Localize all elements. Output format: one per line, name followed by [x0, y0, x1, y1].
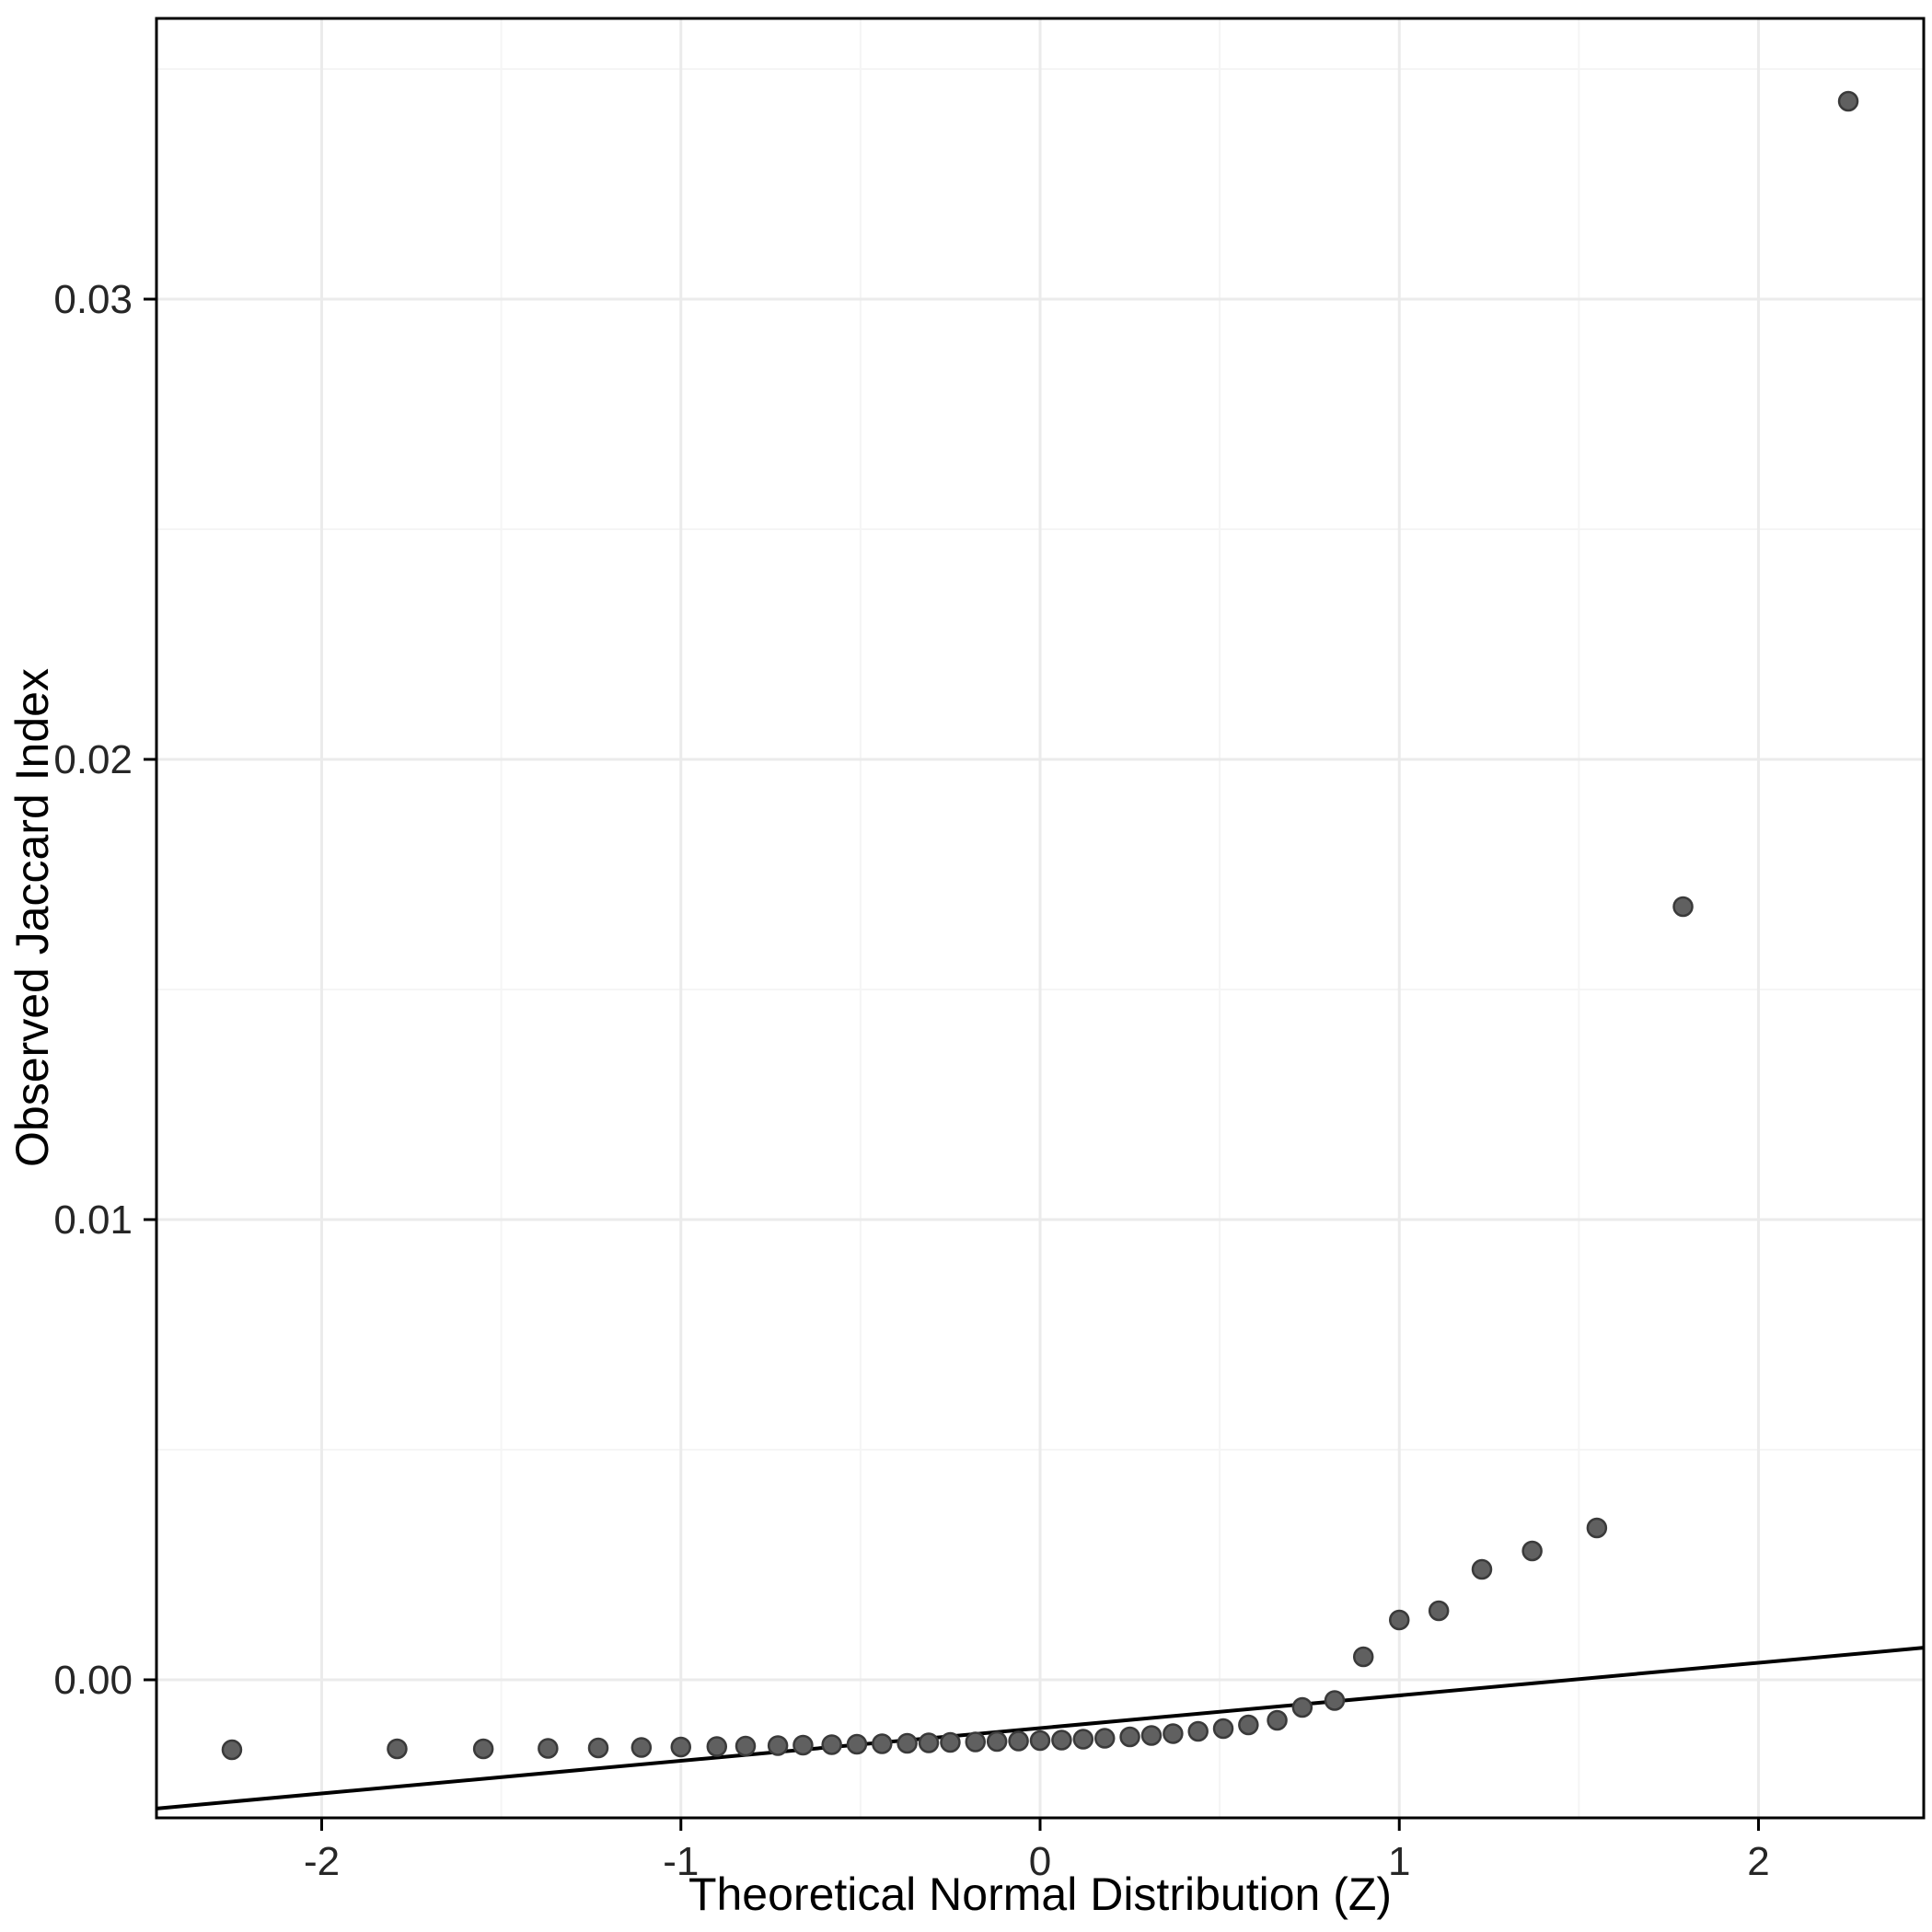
data-point	[631, 1737, 653, 1758]
data-point	[1072, 1729, 1094, 1750]
plot-marks	[156, 90, 1925, 1811]
x-tick-label: 1	[1388, 1839, 1410, 1884]
data-point	[1212, 1718, 1234, 1740]
data-point	[1267, 1709, 1288, 1731]
data-point	[872, 1733, 893, 1754]
data-point	[1238, 1714, 1259, 1736]
data-point	[587, 1737, 609, 1759]
data-point	[1521, 1540, 1543, 1562]
data-point	[1324, 1690, 1346, 1711]
data-point	[965, 1731, 987, 1753]
data-point	[387, 1738, 408, 1760]
qq-reference-line	[156, 1646, 1925, 1811]
data-point	[940, 1731, 961, 1753]
data-point	[846, 1733, 868, 1755]
data-point	[1140, 1725, 1163, 1746]
data-point	[1291, 1696, 1313, 1718]
data-point	[821, 1734, 842, 1755]
y-tick-label: 0.02	[53, 737, 133, 782]
data-point	[767, 1735, 789, 1756]
data-point	[472, 1738, 494, 1760]
x-tick-label: 0	[1029, 1839, 1051, 1884]
data-point	[1586, 1517, 1608, 1539]
data-point	[706, 1736, 728, 1757]
axis-tick-labels: -2 -1 0 1 2 0.00 0.01 0.02 0.03	[53, 277, 1769, 1884]
data-point	[1008, 1730, 1029, 1752]
data-point	[1093, 1728, 1116, 1749]
data-point	[1119, 1726, 1140, 1748]
data-point	[1428, 1600, 1450, 1622]
data-point	[986, 1730, 1008, 1753]
data-point	[1187, 1720, 1209, 1742]
major-gridlines	[156, 18, 1924, 1818]
data-point	[792, 1734, 814, 1756]
data-point	[1672, 896, 1694, 918]
y-tick-label: 0.00	[53, 1658, 133, 1703]
data-point	[1029, 1730, 1051, 1752]
data-point	[670, 1736, 692, 1758]
x-tick-label: -2	[304, 1839, 340, 1884]
data-point	[1163, 1723, 1184, 1744]
data-point	[918, 1732, 940, 1753]
data-point	[897, 1732, 918, 1754]
y-tick-label: 0.03	[53, 277, 133, 322]
x-tick-label: -1	[663, 1839, 699, 1884]
data-point	[1837, 90, 1859, 112]
data-point	[221, 1739, 243, 1761]
data-point	[1352, 1646, 1374, 1668]
data-point	[1051, 1730, 1072, 1751]
axis-tick-marks	[144, 297, 1760, 1831]
x-axis-title: Theoretical Normal Distribution (Z)	[688, 1868, 1392, 1920]
data-point	[1471, 1558, 1493, 1580]
data-point	[735, 1735, 757, 1757]
data-point	[1388, 1609, 1410, 1631]
data-point	[538, 1738, 559, 1759]
y-axis-title: Observed Jaccard Index	[6, 668, 58, 1167]
y-tick-label: 0.01	[53, 1197, 133, 1243]
x-tick-label: 2	[1747, 1839, 1769, 1884]
